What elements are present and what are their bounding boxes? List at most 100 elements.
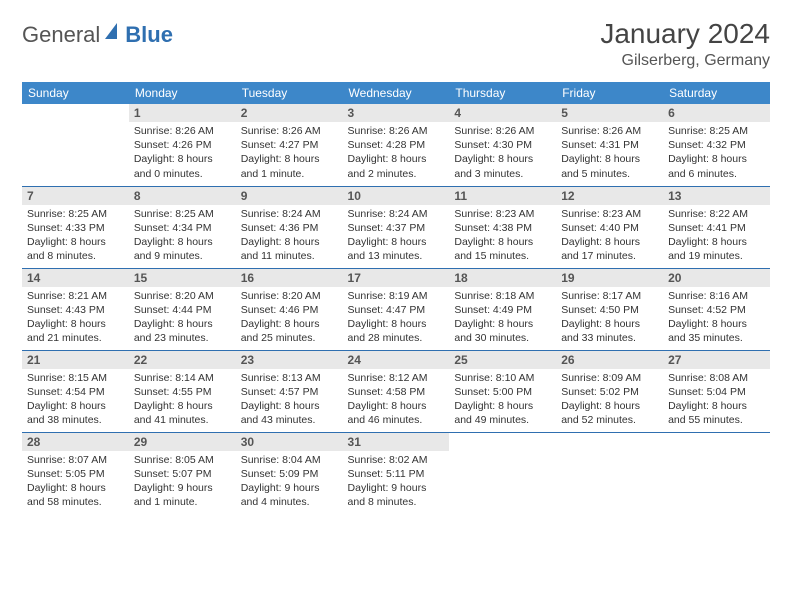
calendar-week-row: 28Sunrise: 8:07 AMSunset: 5:05 PMDayligh… bbox=[22, 432, 770, 514]
day-details: Sunrise: 8:05 AMSunset: 5:07 PMDaylight:… bbox=[129, 451, 236, 514]
logo-text-2: Blue bbox=[125, 25, 173, 45]
day-number: 7 bbox=[22, 187, 129, 205]
day-details: Sunrise: 8:13 AMSunset: 4:57 PMDaylight:… bbox=[236, 369, 343, 432]
day-number: 3 bbox=[343, 104, 450, 122]
day-details: Sunrise: 8:15 AMSunset: 4:54 PMDaylight:… bbox=[22, 369, 129, 432]
day-number: 10 bbox=[343, 187, 450, 205]
day-details: Sunrise: 8:14 AMSunset: 4:55 PMDaylight:… bbox=[129, 369, 236, 432]
day-number: 17 bbox=[343, 269, 450, 287]
day-number: 23 bbox=[236, 351, 343, 369]
location: Gilserberg, Germany bbox=[600, 52, 770, 70]
calendar-day-cell: 18Sunrise: 8:18 AMSunset: 4:49 PMDayligh… bbox=[449, 268, 556, 350]
day-number: 20 bbox=[663, 269, 770, 287]
calendar-empty-cell bbox=[449, 432, 556, 514]
day-details: Sunrise: 8:17 AMSunset: 4:50 PMDaylight:… bbox=[556, 287, 663, 350]
calendar-day-cell: 2Sunrise: 8:26 AMSunset: 4:27 PMDaylight… bbox=[236, 104, 343, 186]
day-number: 4 bbox=[449, 104, 556, 122]
weekday-header: Wednesday bbox=[343, 82, 450, 104]
calendar-day-cell: 1Sunrise: 8:26 AMSunset: 4:26 PMDaylight… bbox=[129, 104, 236, 186]
weekday-header: Tuesday bbox=[236, 82, 343, 104]
calendar-day-cell: 26Sunrise: 8:09 AMSunset: 5:02 PMDayligh… bbox=[556, 350, 663, 432]
calendar-day-cell: 21Sunrise: 8:15 AMSunset: 4:54 PMDayligh… bbox=[22, 350, 129, 432]
day-number: 29 bbox=[129, 433, 236, 451]
calendar-empty-cell bbox=[556, 432, 663, 514]
day-details: Sunrise: 8:04 AMSunset: 5:09 PMDaylight:… bbox=[236, 451, 343, 514]
calendar-day-cell: 14Sunrise: 8:21 AMSunset: 4:43 PMDayligh… bbox=[22, 268, 129, 350]
day-details: Sunrise: 8:26 AMSunset: 4:30 PMDaylight:… bbox=[449, 122, 556, 185]
day-number: 1 bbox=[129, 104, 236, 122]
calendar-body: 1Sunrise: 8:26 AMSunset: 4:26 PMDaylight… bbox=[22, 104, 770, 514]
day-number: 27 bbox=[663, 351, 770, 369]
day-number: 31 bbox=[343, 433, 450, 451]
calendar-day-cell: 30Sunrise: 8:04 AMSunset: 5:09 PMDayligh… bbox=[236, 432, 343, 514]
weekday-header: Monday bbox=[129, 82, 236, 104]
calendar-day-cell: 20Sunrise: 8:16 AMSunset: 4:52 PMDayligh… bbox=[663, 268, 770, 350]
day-number: 14 bbox=[22, 269, 129, 287]
calendar-empty-cell bbox=[22, 104, 129, 186]
calendar-day-cell: 23Sunrise: 8:13 AMSunset: 4:57 PMDayligh… bbox=[236, 350, 343, 432]
day-details: Sunrise: 8:26 AMSunset: 4:31 PMDaylight:… bbox=[556, 122, 663, 185]
day-number: 18 bbox=[449, 269, 556, 287]
calendar-day-cell: 13Sunrise: 8:22 AMSunset: 4:41 PMDayligh… bbox=[663, 186, 770, 268]
day-number: 24 bbox=[343, 351, 450, 369]
day-number: 22 bbox=[129, 351, 236, 369]
calendar-table: SundayMondayTuesdayWednesdayThursdayFrid… bbox=[22, 82, 770, 514]
calendar-week-row: 21Sunrise: 8:15 AMSunset: 4:54 PMDayligh… bbox=[22, 350, 770, 432]
day-number: 21 bbox=[22, 351, 129, 369]
calendar-day-cell: 17Sunrise: 8:19 AMSunset: 4:47 PMDayligh… bbox=[343, 268, 450, 350]
day-details: Sunrise: 8:26 AMSunset: 4:27 PMDaylight:… bbox=[236, 122, 343, 185]
calendar-day-cell: 22Sunrise: 8:14 AMSunset: 4:55 PMDayligh… bbox=[129, 350, 236, 432]
day-details: Sunrise: 8:26 AMSunset: 4:26 PMDaylight:… bbox=[129, 122, 236, 185]
weekday-header: Friday bbox=[556, 82, 663, 104]
day-details: Sunrise: 8:10 AMSunset: 5:00 PMDaylight:… bbox=[449, 369, 556, 432]
day-number: 11 bbox=[449, 187, 556, 205]
day-number: 12 bbox=[556, 187, 663, 205]
day-details: Sunrise: 8:26 AMSunset: 4:28 PMDaylight:… bbox=[343, 122, 450, 185]
calendar-day-cell: 25Sunrise: 8:10 AMSunset: 5:00 PMDayligh… bbox=[449, 350, 556, 432]
calendar-day-cell: 10Sunrise: 8:24 AMSunset: 4:37 PMDayligh… bbox=[343, 186, 450, 268]
day-number: 25 bbox=[449, 351, 556, 369]
day-details: Sunrise: 8:25 AMSunset: 4:33 PMDaylight:… bbox=[22, 205, 129, 268]
day-details: Sunrise: 8:19 AMSunset: 4:47 PMDaylight:… bbox=[343, 287, 450, 350]
calendar-day-cell: 15Sunrise: 8:20 AMSunset: 4:44 PMDayligh… bbox=[129, 268, 236, 350]
day-number: 15 bbox=[129, 269, 236, 287]
calendar-day-cell: 28Sunrise: 8:07 AMSunset: 5:05 PMDayligh… bbox=[22, 432, 129, 514]
calendar-empty-cell bbox=[663, 432, 770, 514]
day-details: Sunrise: 8:25 AMSunset: 4:32 PMDaylight:… bbox=[663, 122, 770, 185]
day-number: 16 bbox=[236, 269, 343, 287]
calendar-day-cell: 29Sunrise: 8:05 AMSunset: 5:07 PMDayligh… bbox=[129, 432, 236, 514]
day-details: Sunrise: 8:23 AMSunset: 4:38 PMDaylight:… bbox=[449, 205, 556, 268]
day-number: 6 bbox=[663, 104, 770, 122]
calendar-day-cell: 24Sunrise: 8:12 AMSunset: 4:58 PMDayligh… bbox=[343, 350, 450, 432]
logo-sail-icon bbox=[103, 21, 123, 41]
day-details: Sunrise: 8:16 AMSunset: 4:52 PMDaylight:… bbox=[663, 287, 770, 350]
day-details: Sunrise: 8:08 AMSunset: 5:04 PMDaylight:… bbox=[663, 369, 770, 432]
day-details: Sunrise: 8:07 AMSunset: 5:05 PMDaylight:… bbox=[22, 451, 129, 514]
calendar-day-cell: 27Sunrise: 8:08 AMSunset: 5:04 PMDayligh… bbox=[663, 350, 770, 432]
calendar-day-cell: 19Sunrise: 8:17 AMSunset: 4:50 PMDayligh… bbox=[556, 268, 663, 350]
title-block: January 2024 Gilserberg, Germany bbox=[600, 18, 770, 70]
calendar-day-cell: 11Sunrise: 8:23 AMSunset: 4:38 PMDayligh… bbox=[449, 186, 556, 268]
calendar-day-cell: 16Sunrise: 8:20 AMSunset: 4:46 PMDayligh… bbox=[236, 268, 343, 350]
day-number: 8 bbox=[129, 187, 236, 205]
day-number: 28 bbox=[22, 433, 129, 451]
page-title: January 2024 bbox=[600, 18, 770, 50]
day-details: Sunrise: 8:12 AMSunset: 4:58 PMDaylight:… bbox=[343, 369, 450, 432]
calendar-day-cell: 9Sunrise: 8:24 AMSunset: 4:36 PMDaylight… bbox=[236, 186, 343, 268]
calendar-day-cell: 8Sunrise: 8:25 AMSunset: 4:34 PMDaylight… bbox=[129, 186, 236, 268]
day-details: Sunrise: 8:18 AMSunset: 4:49 PMDaylight:… bbox=[449, 287, 556, 350]
day-details: Sunrise: 8:23 AMSunset: 4:40 PMDaylight:… bbox=[556, 205, 663, 268]
day-number: 26 bbox=[556, 351, 663, 369]
day-details: Sunrise: 8:21 AMSunset: 4:43 PMDaylight:… bbox=[22, 287, 129, 350]
day-details: Sunrise: 8:25 AMSunset: 4:34 PMDaylight:… bbox=[129, 205, 236, 268]
logo: General Blue bbox=[22, 18, 173, 48]
weekday-header: Sunday bbox=[22, 82, 129, 104]
day-number: 5 bbox=[556, 104, 663, 122]
calendar-week-row: 7Sunrise: 8:25 AMSunset: 4:33 PMDaylight… bbox=[22, 186, 770, 268]
logo-text-1: General bbox=[22, 22, 100, 48]
day-details: Sunrise: 8:22 AMSunset: 4:41 PMDaylight:… bbox=[663, 205, 770, 268]
calendar-day-cell: 4Sunrise: 8:26 AMSunset: 4:30 PMDaylight… bbox=[449, 104, 556, 186]
calendar-day-cell: 6Sunrise: 8:25 AMSunset: 4:32 PMDaylight… bbox=[663, 104, 770, 186]
calendar-day-cell: 31Sunrise: 8:02 AMSunset: 5:11 PMDayligh… bbox=[343, 432, 450, 514]
day-details: Sunrise: 8:20 AMSunset: 4:46 PMDaylight:… bbox=[236, 287, 343, 350]
